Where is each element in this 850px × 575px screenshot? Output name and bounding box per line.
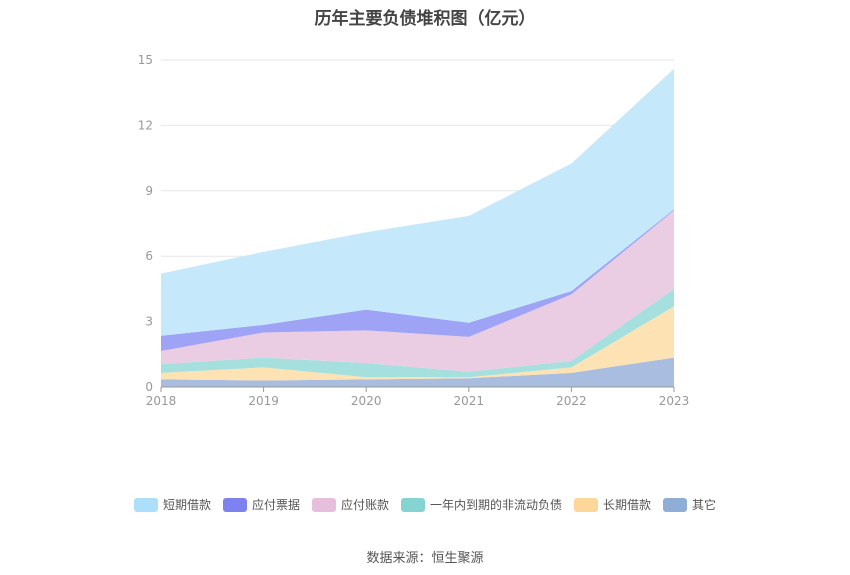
legend-swatch: [401, 497, 425, 512]
y-tick-label: 9: [145, 184, 153, 198]
legend-swatch: [574, 497, 599, 512]
x-tick-label: 2019: [248, 394, 279, 408]
legend-label: 一年内到期的非流动负债: [430, 498, 563, 512]
legend-label: 其它: [692, 498, 717, 512]
chart-legend: 短期借款 应付票据 应付账款 一年内到期的非流动负债 长期借款 其它: [0, 496, 850, 513]
legend-swatch: [222, 497, 247, 512]
area-长期借款: [161, 306, 674, 381]
x-tick-label: 2021: [454, 394, 485, 408]
legend-item[interactable]: 应付账款: [311, 496, 389, 513]
legend-swatch: [663, 497, 688, 512]
y-tick-label: 0: [145, 380, 153, 394]
chart-canvas: 0 3 6 9 12 15 2018 2019 2020 2021 2022 2023: [138, 53, 690, 408]
y-tick-label: 12: [138, 118, 153, 132]
legend-item[interactable]: 其它: [663, 496, 716, 513]
area-其它: [161, 357, 674, 387]
legend-item[interactable]: 应付票据: [222, 496, 300, 513]
y-tick-label: 3: [145, 315, 153, 329]
data-source: 数据来源：恒生聚源: [366, 551, 484, 566]
legend-label: 应付账款: [340, 498, 389, 512]
y-tick-label: 15: [138, 53, 153, 67]
x-tick-label: 2023: [659, 394, 690, 408]
x-tick-label: 2020: [351, 394, 382, 408]
legend-item[interactable]: 一年内到期的非流动负债: [401, 496, 562, 513]
area-一年内到期的非流动负债: [161, 288, 674, 378]
area-短期借款: [161, 68, 674, 336]
y-tick-label: 6: [145, 249, 153, 263]
x-tick-label: 2018: [146, 394, 177, 408]
x-tick-label: 2022: [556, 394, 587, 408]
legend-label: 应付票据: [251, 498, 300, 512]
legend-item[interactable]: 长期借款: [574, 496, 651, 513]
legend-swatch: [133, 497, 158, 512]
legend-label: 长期借款: [603, 498, 652, 512]
legend-item[interactable]: 短期借款: [133, 496, 211, 513]
legend-label: 短期借款: [162, 498, 211, 512]
area-应付票据: [161, 209, 674, 352]
legend-swatch: [311, 497, 336, 512]
area-应付账款: [161, 210, 674, 372]
chart-title: 历年主要负债堆积图（亿元）: [314, 9, 536, 29]
